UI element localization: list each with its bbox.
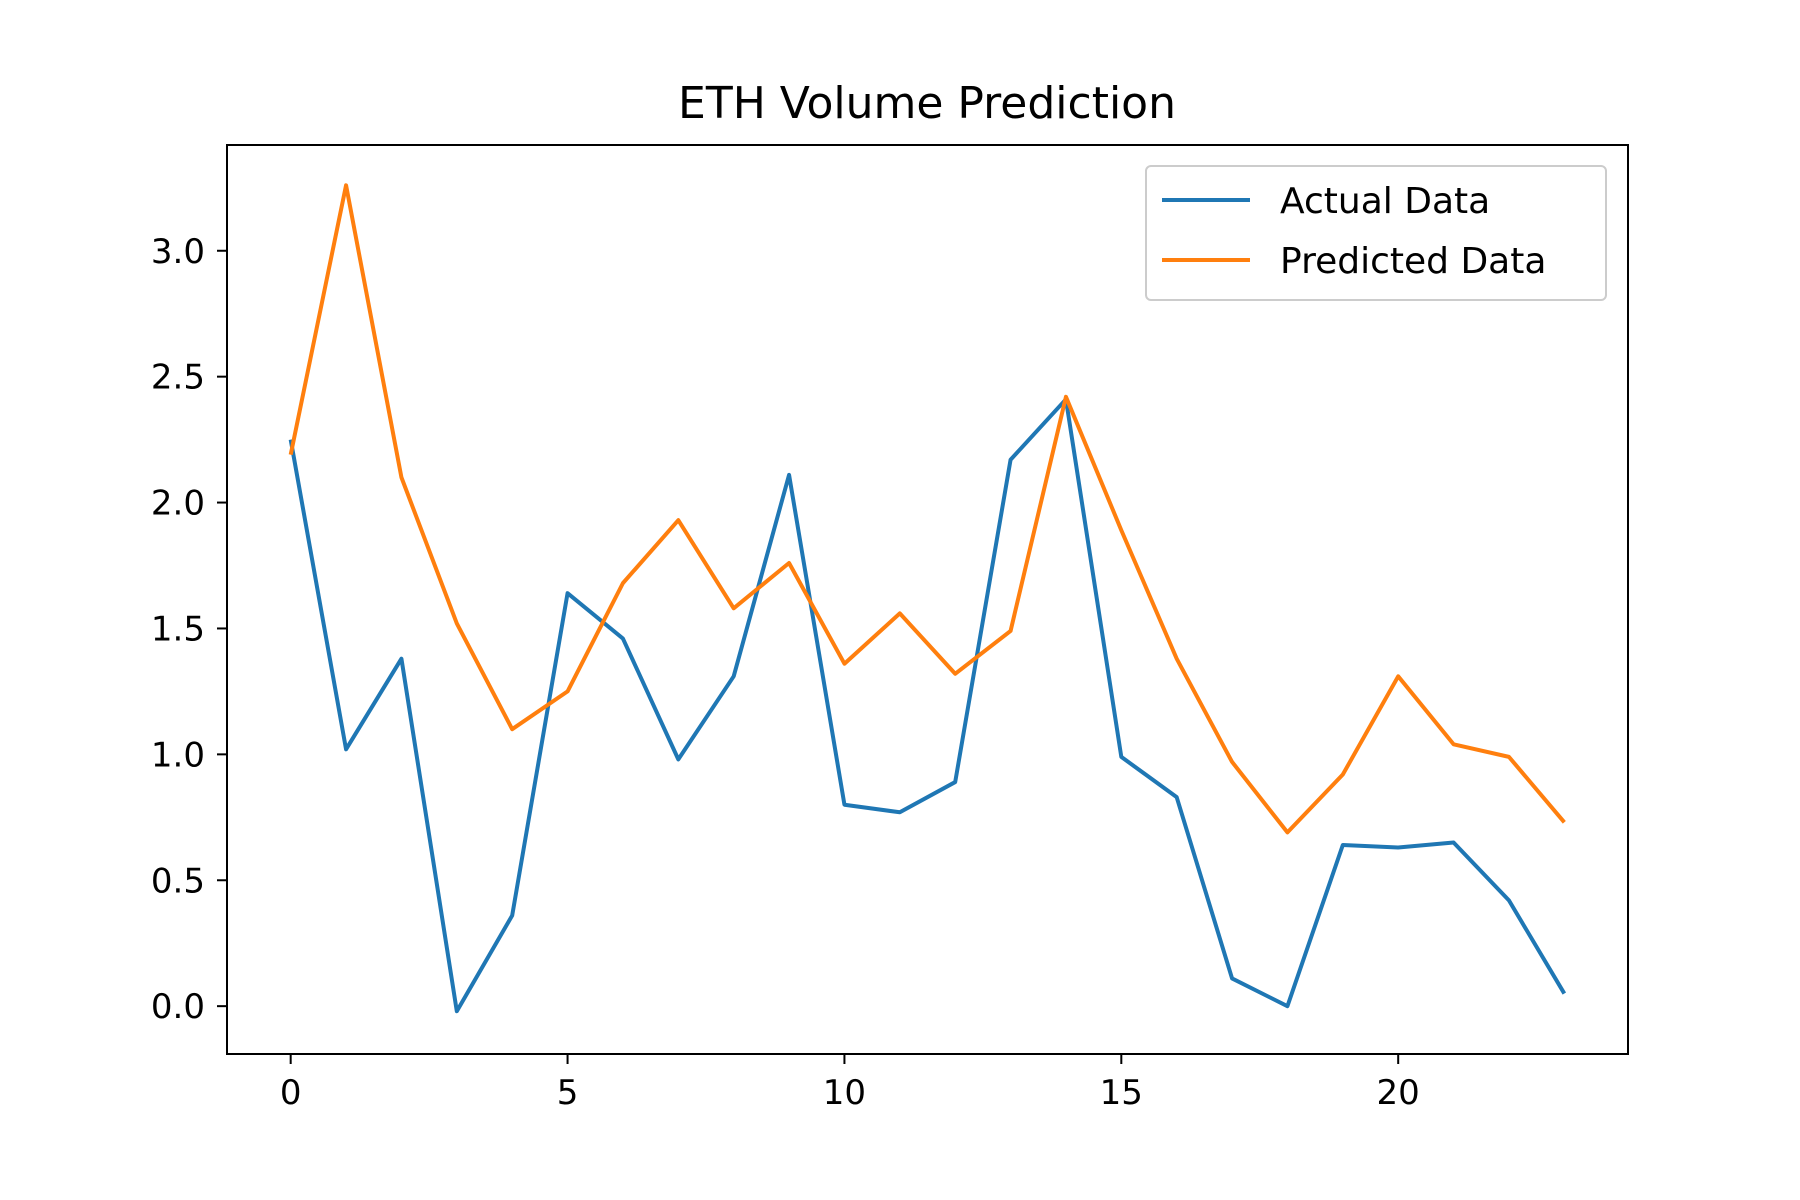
- legend-frame: [1145, 165, 1607, 301]
- y-tick-label: 3.0: [151, 232, 205, 272]
- legend-label: Actual Data: [1280, 181, 1490, 222]
- x-axis: 0 5 10 15 20: [280, 1054, 1420, 1113]
- x-tick-label: 10: [823, 1073, 866, 1113]
- legend: Actual Data Predicted Data: [1145, 165, 1607, 301]
- legend-label: Predicted Data: [1280, 241, 1546, 282]
- series-layer: [288, 183, 1567, 1014]
- series-line-0: [288, 397, 1567, 1014]
- chart-title: ETH Volume Prediction: [678, 78, 1176, 129]
- y-tick-label: 1.0: [151, 735, 205, 775]
- y-axis: 0.0 0.5 1.0 1.5 2.0 2.5 3.0: [151, 232, 227, 1027]
- y-tick-label: 0.5: [151, 861, 205, 901]
- y-tick-label: 1.5: [151, 609, 205, 649]
- y-tick-label: 2.5: [151, 358, 205, 398]
- x-tick-label: 20: [1377, 1073, 1420, 1113]
- y-tick-label: 0.0: [151, 987, 205, 1027]
- x-tick-label: 5: [557, 1073, 579, 1113]
- x-tick-label: 0: [280, 1073, 302, 1113]
- series-line-1: [288, 183, 1566, 835]
- x-tick-label: 15: [1100, 1073, 1143, 1113]
- plot-area-frame: [226, 144, 1629, 1055]
- y-tick-label: 2.0: [151, 484, 205, 524]
